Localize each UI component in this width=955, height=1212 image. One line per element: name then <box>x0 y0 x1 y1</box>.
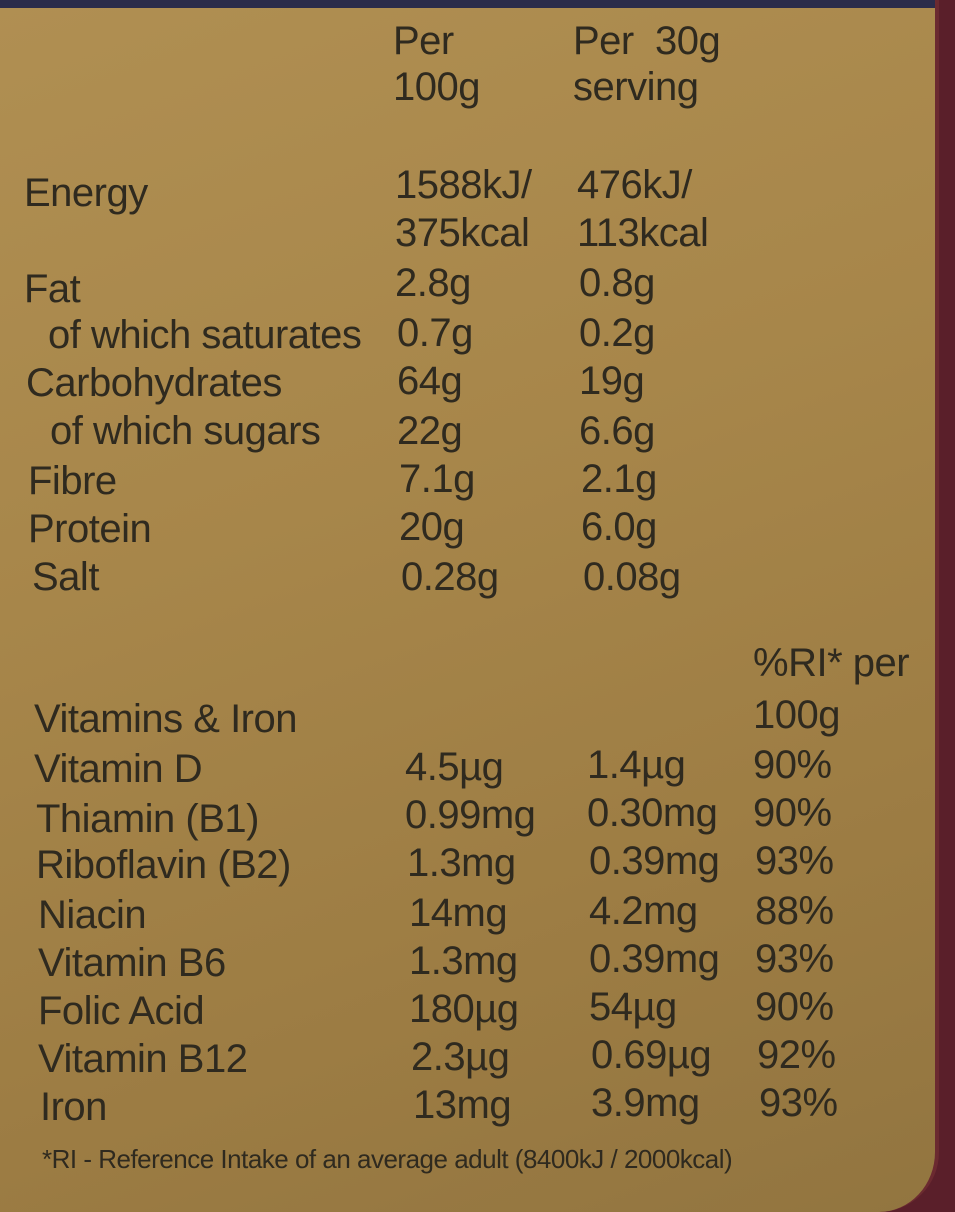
nutrient-name-fat: Fat <box>24 267 81 311</box>
nutrient-per100-energy-kj: 1588kJ/ <box>395 163 532 207</box>
vitamin-per100-b6: 1.3mg <box>409 939 518 983</box>
vitamin-ri-b12: 92% <box>757 1033 836 1077</box>
vitamin-per100-b12: 2.3µg <box>411 1035 510 1079</box>
vitamin-ri-folic-acid: 90% <box>755 985 834 1029</box>
header-perserving-line1: Per 30g <box>573 19 721 63</box>
nutrient-name-fibre: Fibre <box>28 459 117 503</box>
nutrient-serving-fibre: 2.1g <box>581 457 657 501</box>
vitamin-serving-thiamin: 0.30mg <box>587 791 718 835</box>
nutrient-serving-carbohydrates: 19g <box>579 359 645 403</box>
nutrient-serving-protein: 6.0g <box>581 505 657 549</box>
vitamin-ri-thiamin: 90% <box>753 791 832 835</box>
vitamin-name-iron: Iron <box>40 1085 107 1129</box>
vitamin-per100-folic-acid: 180µg <box>409 987 519 1031</box>
nutrient-serving-saturates: 0.2g <box>579 311 655 355</box>
nutrient-name-carbohydrates: Carbohydrates <box>26 361 282 405</box>
header-per100-line1: Per <box>393 19 454 63</box>
vitamin-serving-b12: 0.69µg <box>591 1033 712 1077</box>
nutrient-per100-fibre: 7.1g <box>399 457 475 501</box>
nutrient-per100-energy-kcal: 375kcal <box>395 211 530 255</box>
nutrient-per100-salt: 0.28g <box>401 555 499 599</box>
ri-footnote: *RI - Reference Intake of an average adu… <box>42 1144 733 1174</box>
vitamin-serving-b6: 0.39mg <box>589 937 720 981</box>
vitamin-name-folic-acid: Folic Acid <box>38 989 205 1033</box>
header-perserving-line2: serving <box>573 65 699 109</box>
nutrient-per100-protein: 20g <box>399 505 465 549</box>
nutrient-name-sugars: of which sugars <box>50 409 321 453</box>
nutrient-serving-energy-kcal: 113kcal <box>577 211 709 255</box>
vitamin-ri-b6: 93% <box>755 937 834 981</box>
vitamin-serving-riboflavin: 0.39mg <box>589 839 720 883</box>
vitamin-ri-iron: 93% <box>759 1081 838 1125</box>
vitamin-per100-niacin: 14mg <box>409 891 508 935</box>
nutrient-per100-sugars: 22g <box>397 409 463 453</box>
vitamin-serving-iron: 3.9mg <box>591 1081 700 1125</box>
nutrient-serving-energy-kj: 476kJ/ <box>577 163 692 207</box>
vitamin-ri-niacin: 88% <box>755 889 834 933</box>
vitamin-ri-d: 90% <box>753 743 832 787</box>
ri-header-line2: 100g <box>753 693 840 737</box>
vitamin-name-thiamin: Thiamin (B1) <box>36 797 259 841</box>
vitamin-serving-niacin: 4.2mg <box>589 889 698 933</box>
vitamin-per100-d: 4.5µg <box>405 745 504 789</box>
nutrient-per100-fat: 2.8g <box>395 261 471 305</box>
vitamin-serving-folic-acid: 54µg <box>589 985 677 1029</box>
nutrient-name-protein: Protein <box>28 507 152 551</box>
header-per100-line2: 100g <box>393 65 480 109</box>
vitamin-name-b6: Vitamin B6 <box>38 941 226 985</box>
vitamin-name-riboflavin: Riboflavin (B2) <box>36 843 291 887</box>
nutrient-name-salt: Salt <box>32 555 99 599</box>
vitamin-per100-riboflavin: 1.3mg <box>407 841 516 885</box>
nutrient-serving-salt: 0.08g <box>583 555 681 599</box>
nutrient-name-energy: Energy <box>24 171 148 215</box>
vitamin-per100-iron: 13mg <box>413 1083 512 1127</box>
vitamin-name-b12: Vitamin B12 <box>38 1037 248 1081</box>
nutrient-serving-sugars: 6.6g <box>579 409 655 453</box>
vitamins-section-title: Vitamins & Iron <box>34 697 298 741</box>
nutrient-per100-saturates: 0.7g <box>397 311 473 355</box>
ri-header-line1: %RI* per <box>753 641 910 685</box>
nutrient-per100-carbohydrates: 64g <box>397 359 463 403</box>
vitamin-per100-thiamin: 0.99mg <box>405 793 536 837</box>
vitamin-name-niacin: Niacin <box>38 893 147 937</box>
vitamin-serving-d: 1.4µg <box>587 743 686 787</box>
vitamin-ri-riboflavin: 93% <box>755 839 834 883</box>
nutrient-name-saturates: of which saturates <box>48 313 362 357</box>
vitamin-name-d: Vitamin D <box>34 747 203 791</box>
nutrient-serving-fat: 0.8g <box>579 261 655 305</box>
top-band <box>0 0 935 8</box>
